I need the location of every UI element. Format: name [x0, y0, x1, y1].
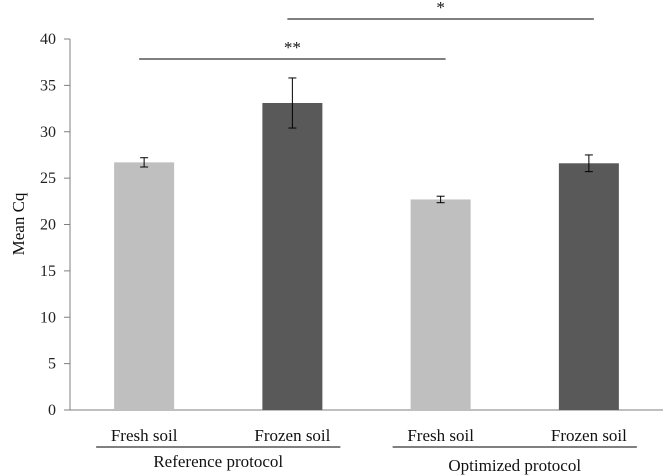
y-tick-label: 10 — [40, 309, 56, 326]
y-tick-label: 35 — [40, 77, 56, 94]
bar — [114, 162, 175, 410]
error-bars — [140, 77, 593, 204]
y-ticks: 0 5 10 15 20 25 30 35 40 — [40, 31, 70, 419]
bar — [558, 163, 619, 410]
y-tick-label: 0 — [48, 402, 56, 419]
y-tick-label: 25 — [40, 170, 56, 187]
error-bar — [288, 77, 297, 129]
y-tick-label: 5 — [48, 356, 56, 373]
y-tick-label: 20 — [40, 217, 56, 234]
x-group-label: Optimized protocol — [448, 456, 581, 475]
significance-brackets: *** — [139, 0, 594, 60]
category-labels: Fresh soil Frozen soil Fresh soil Frozen so… — [96, 426, 637, 475]
bar — [410, 199, 471, 410]
error-bar — [584, 154, 593, 173]
x-category-label: Fresh soil — [111, 426, 178, 445]
x-category-label: Frozen soil — [254, 426, 330, 445]
error-bar — [140, 157, 149, 168]
significance-label: * — [436, 0, 445, 17]
y-axis-label: Mean Cq — [9, 192, 28, 255]
error-bar — [436, 195, 445, 204]
bars — [114, 102, 619, 410]
y-tick-label: 30 — [40, 124, 56, 141]
x-category-label: Fresh soil — [407, 426, 474, 445]
y-tick-label: 15 — [40, 263, 56, 280]
x-category-label: Frozen soil — [551, 426, 627, 445]
bar — [262, 102, 323, 410]
x-group-label: Reference protocol — [153, 452, 283, 471]
y-tick-label: 40 — [40, 31, 56, 48]
significance-label: ** — [284, 38, 301, 57]
